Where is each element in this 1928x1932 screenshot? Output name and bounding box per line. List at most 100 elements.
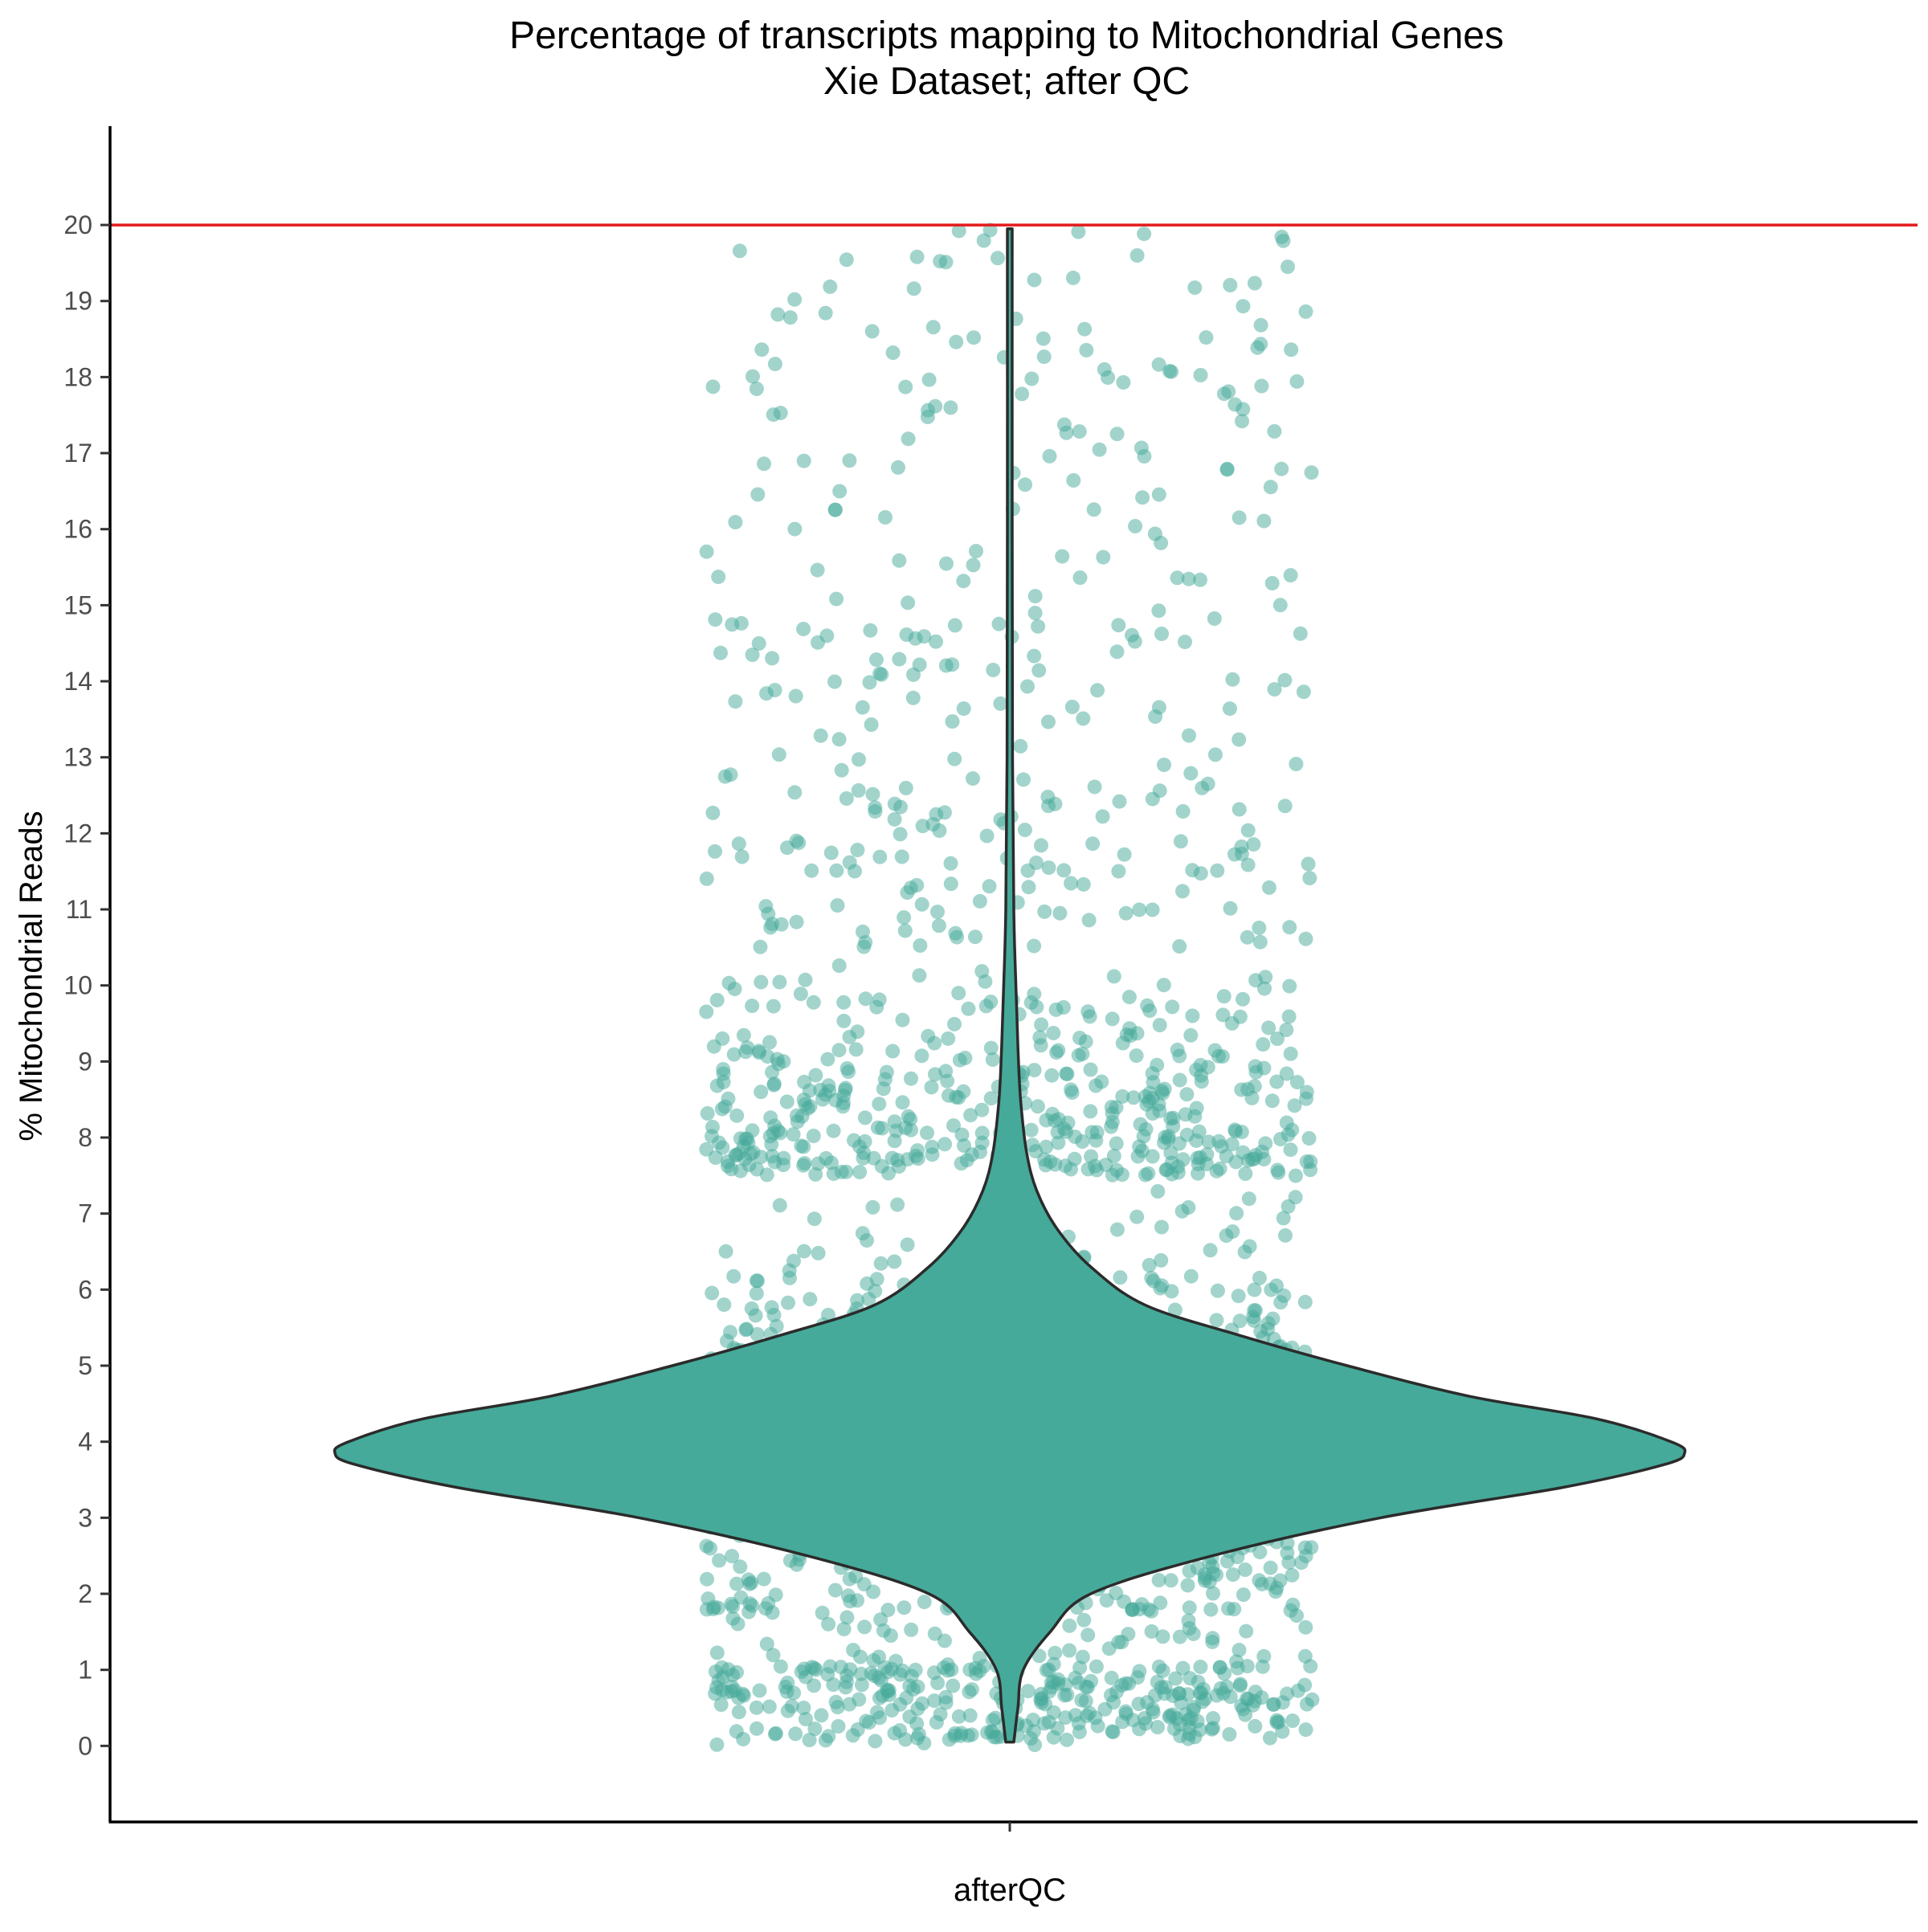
data-point [985, 1052, 1000, 1067]
data-point [1117, 847, 1132, 862]
data-point [842, 1029, 857, 1044]
data-point [1131, 1697, 1146, 1712]
data-point [939, 556, 954, 571]
data-point [1055, 549, 1070, 564]
data-point [972, 1663, 987, 1678]
data-point [752, 1683, 767, 1698]
data-point [1154, 535, 1169, 550]
data-point [1129, 1209, 1145, 1224]
data-point [1201, 1134, 1216, 1150]
data-point [945, 714, 960, 729]
y-tick-label: 0 [78, 1731, 92, 1760]
data-point [1150, 1057, 1165, 1072]
data-point [1282, 978, 1297, 994]
y-tick-label: 12 [63, 819, 92, 848]
data-point [1112, 794, 1127, 809]
data-point [920, 410, 935, 424]
data-point [1245, 1309, 1260, 1325]
data-point [1229, 1206, 1244, 1221]
data-point [834, 762, 849, 778]
data-point [1222, 1727, 1237, 1742]
data-point [872, 992, 887, 1007]
data-point [1030, 1099, 1045, 1114]
violin-shape [333, 227, 1687, 1744]
data-point [900, 1237, 915, 1252]
data-point [1287, 1098, 1302, 1113]
data-point [703, 1541, 718, 1556]
data-point [1151, 1573, 1166, 1587]
data-point [1247, 1079, 1262, 1094]
data-point [1261, 880, 1276, 895]
data-point [1275, 1724, 1290, 1739]
data-point [1109, 1162, 1124, 1178]
y-tick-label: 16 [63, 515, 92, 544]
data-point [1020, 863, 1035, 878]
data-point [1072, 1660, 1088, 1675]
data-point [721, 1662, 736, 1677]
data-point [966, 330, 982, 345]
data-point [1240, 823, 1256, 838]
data-point [850, 843, 865, 858]
data-point [1142, 1257, 1157, 1272]
data-point [1248, 1718, 1263, 1734]
data-point [1203, 1602, 1219, 1617]
data-point [842, 453, 857, 468]
data-point [1020, 1684, 1035, 1699]
data-point [1193, 368, 1208, 382]
data-point [929, 634, 943, 649]
data-point [956, 1084, 971, 1099]
data-point [857, 1110, 872, 1125]
data-point [750, 487, 766, 502]
data-point [718, 1244, 733, 1259]
data-point [1152, 1018, 1167, 1033]
data-point [1087, 779, 1102, 794]
data-point [864, 324, 880, 339]
data-point [1234, 1125, 1249, 1140]
data-point [831, 1719, 846, 1734]
data-point [1235, 414, 1249, 429]
data-point [887, 1254, 902, 1269]
data-point [991, 616, 1007, 631]
data-point [1247, 1151, 1262, 1166]
data-point [862, 675, 877, 690]
data-point [1260, 1316, 1276, 1331]
data-point [1175, 884, 1190, 899]
data-point [1035, 331, 1051, 346]
data-point [1223, 1689, 1238, 1705]
y-tick-label: 14 [63, 667, 92, 696]
y-tick-label: 5 [78, 1351, 92, 1380]
data-point [731, 836, 746, 852]
data-point [1153, 1281, 1168, 1296]
data-point [1183, 766, 1199, 781]
data-point [1056, 863, 1072, 878]
data-point [1200, 776, 1215, 791]
data-point [912, 968, 927, 983]
data-point [1151, 357, 1166, 372]
data-point [933, 254, 948, 269]
data-point [1207, 611, 1222, 626]
data-point [1072, 570, 1088, 586]
data-point [815, 1092, 830, 1107]
y-tick-label: 20 [63, 210, 92, 239]
chart-title: Percentage of transcripts mapping to Mit… [509, 14, 1504, 103]
data-point [1116, 375, 1131, 390]
data-point [1238, 1562, 1252, 1577]
data-point [1186, 1702, 1201, 1718]
data-point [1269, 1074, 1285, 1089]
data-point [1254, 378, 1269, 394]
data-point [797, 1074, 812, 1089]
data-point [892, 553, 907, 568]
data-point [1253, 317, 1268, 333]
data-point [1274, 461, 1289, 476]
data-point [1212, 1161, 1227, 1176]
data-point [741, 1604, 757, 1620]
data-point [742, 1576, 758, 1591]
data-point [733, 1163, 748, 1178]
data-point [758, 899, 774, 914]
data-point [1019, 1718, 1034, 1734]
data-point [917, 1595, 932, 1610]
data-point [803, 1099, 818, 1114]
data-point [855, 700, 870, 715]
data-point [1261, 1020, 1276, 1035]
data-point [976, 233, 991, 248]
